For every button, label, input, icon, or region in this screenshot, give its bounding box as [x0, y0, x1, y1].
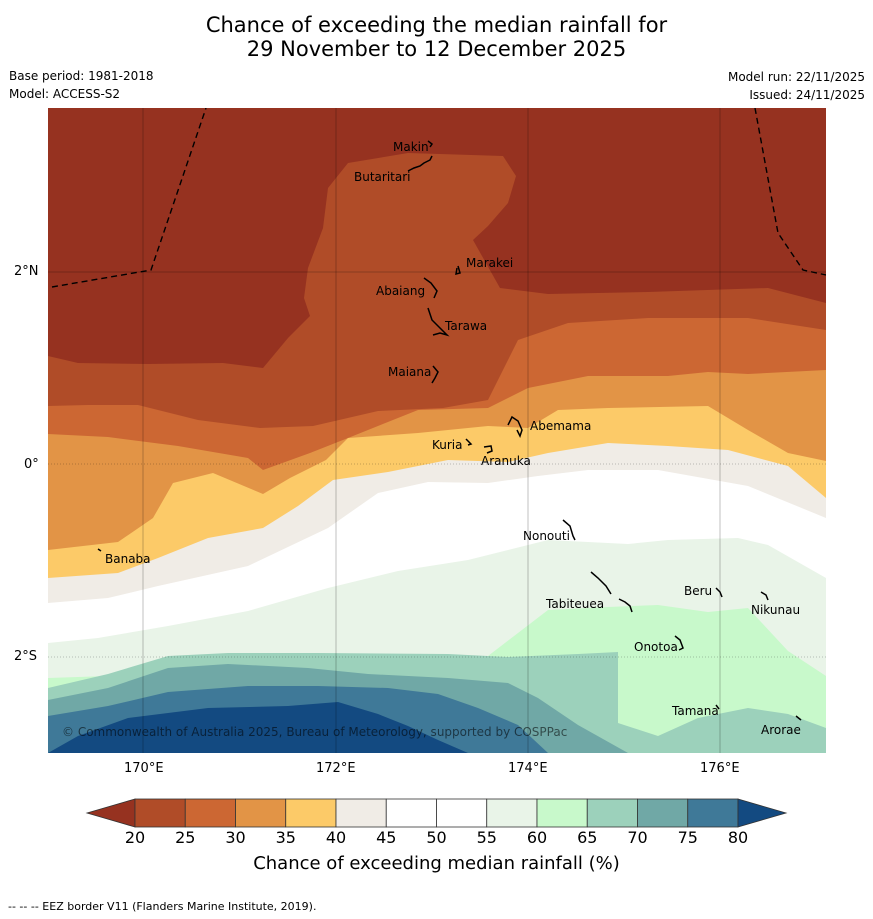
map-title-line1: Chance of exceeding the median rainfall …: [205, 13, 668, 37]
issued-date: Issued: 24/11/2025: [749, 88, 865, 102]
label-abaiang: Abaiang: [376, 284, 425, 298]
colorbar-title: Chance of exceeding median rainfall (%): [253, 853, 620, 874]
colorbar-tick-60: 60: [526, 828, 548, 847]
makin-island: [427, 140, 434, 148]
aranuka-island: [483, 445, 493, 454]
colorbar-tick-25: 25: [175, 828, 196, 847]
eez-footnote: -- -- -- EEZ border V11 (Flanders Marine…: [8, 900, 317, 913]
colorbar-extend-low: [85, 798, 136, 828]
colorbar-segment-50-55: [436, 798, 488, 828]
abaiang-island: [423, 277, 438, 299]
colorbar-tick-65: 65: [577, 828, 598, 847]
colorbar-tick-50: 50: [426, 828, 447, 847]
colorbar-segment-65-70: [586, 798, 638, 828]
abemama-island: [507, 415, 523, 438]
banaba-island: [97, 548, 102, 552]
label-tamana: Tamana: [671, 704, 719, 718]
lon-label-170e: 170°E: [124, 761, 164, 776]
colorbar-tick-20: 20: [124, 828, 146, 847]
band-80-plus: [48, 702, 468, 753]
lon-label-172e: 172°E: [316, 761, 356, 776]
lon-label-174e: 174°E: [508, 761, 548, 776]
colorbar-segment-60-65: [536, 798, 588, 828]
eez-border-east: [754, 108, 826, 276]
label-abemama: Abemama: [530, 419, 591, 433]
colorbar-tick-30: 30: [225, 828, 246, 847]
colorbar-segment-35-40: [285, 798, 337, 828]
map-title-line2: 29 November to 12 December 2025: [246, 37, 627, 61]
label-banaba: Banaba: [105, 552, 151, 566]
nikunau-island: [760, 591, 769, 601]
base-period: Base period: 1981-2018: [9, 69, 154, 83]
label-tabiteuea: Tabiteuea: [545, 597, 604, 611]
onotoa-island: [674, 635, 684, 651]
label-kuria: Kuria: [432, 438, 463, 452]
label-butaritari: Butaritari: [354, 170, 411, 184]
colorbar-tick-45: 45: [376, 828, 397, 847]
colorbar-segment-75-80: [687, 798, 739, 828]
colorbar: [85, 798, 788, 828]
colorbar-tick-35: 35: [275, 828, 296, 847]
maiana-island: [431, 365, 439, 384]
colorbar-segment-20-25: [134, 798, 186, 828]
eez-border-west: [51, 108, 207, 288]
label-makin: Makin: [393, 140, 429, 154]
colorbar-tick-80: 80: [727, 828, 749, 847]
label-beru: Beru: [684, 584, 712, 598]
colorbar-tick-70: 70: [627, 828, 648, 847]
beru-island: [715, 587, 723, 598]
colorbar-segment-40-45: [335, 798, 387, 828]
colorbar-segment-55-60: [486, 798, 538, 828]
lon-label-176e: 176°E: [700, 761, 740, 776]
lat-label-0: 0°: [24, 457, 39, 472]
label-onotoa: Onotoa: [634, 640, 678, 654]
colorbar-segment-45-50: [385, 798, 437, 828]
lat-label-2s: 2°S: [14, 649, 38, 664]
label-maiana: Maiana: [388, 365, 431, 379]
colorbar-tick-40: 40: [325, 828, 347, 847]
label-aranuka: Aranuka: [481, 454, 531, 468]
colorbar-extend-high: [737, 798, 788, 828]
label-nikunau: Nikunau: [751, 603, 800, 617]
rainfall-map: Makin Butaritari Marakei Abaiang Tarawa …: [48, 108, 826, 753]
label-nonouti: Nonouti: [523, 529, 570, 543]
colorbar-tick-75: 75: [677, 828, 698, 847]
kuria-island: [465, 438, 473, 446]
marakei-island: [455, 265, 461, 276]
model-name: Model: ACCESS-S2: [9, 87, 121, 101]
lat-label-2n: 2°N: [14, 264, 39, 279]
copyright-notice: © Commonwealth of Australia 2025, Bureau…: [62, 725, 567, 739]
butaritari-island: [407, 155, 433, 172]
colorbar-tick-55: 55: [476, 828, 497, 847]
label-marakei: Marakei: [466, 256, 513, 270]
colorbar-segment-70-75: [637, 798, 689, 828]
nonouti-island: [562, 519, 576, 541]
model-run: Model run: 22/11/2025: [727, 70, 865, 84]
tabiteuea-island: [590, 571, 633, 613]
arorae-island: [795, 715, 802, 721]
tamana-island: [715, 704, 720, 710]
colorbar-segment-30-35: [235, 798, 287, 828]
label-arorae: Arorae: [761, 723, 801, 737]
colorbar-segment-25-30: [184, 798, 236, 828]
label-tarawa: Tarawa: [444, 319, 487, 333]
tarawa-island: [427, 307, 450, 337]
